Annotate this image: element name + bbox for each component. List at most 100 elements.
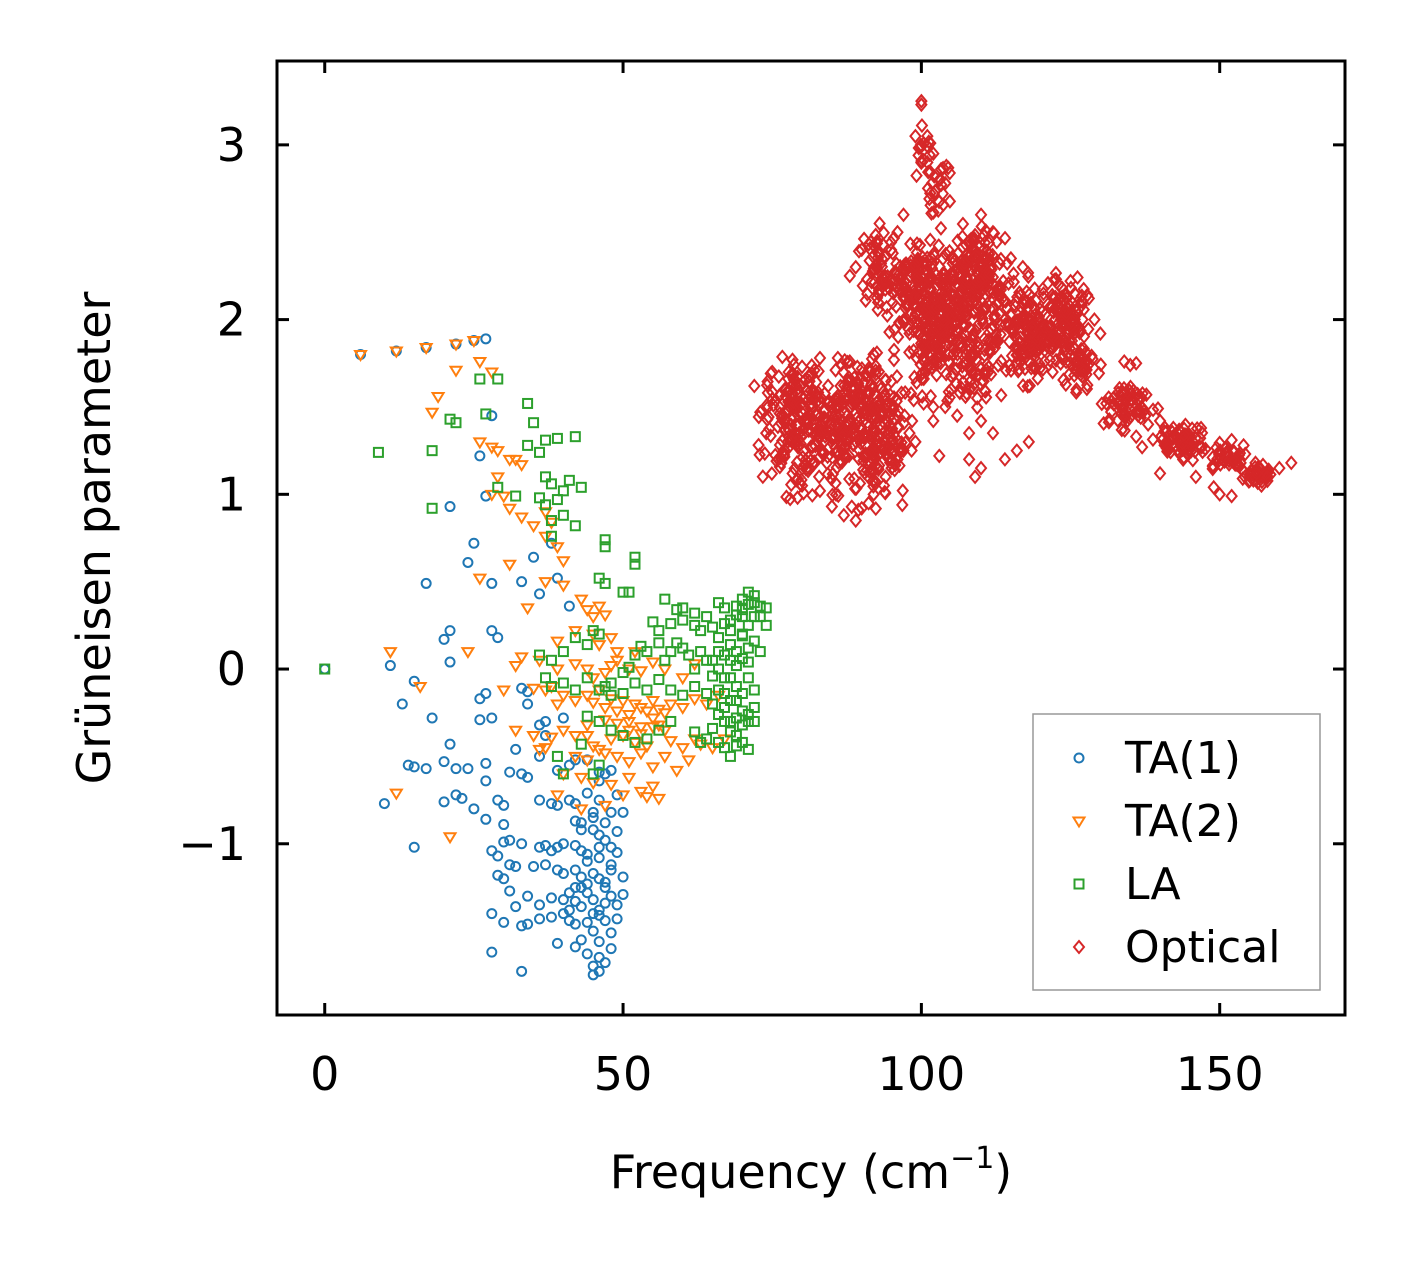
ta-1-point [420,763,432,775]
optical-point [943,389,956,405]
la-point [718,672,730,684]
optical-point [877,383,890,399]
x-tick-label: 0 [310,1047,339,1101]
optical-point [964,348,977,364]
optical-point [1206,458,1220,475]
la-point [713,597,725,609]
ta-1-point [420,577,432,589]
optical-point [945,308,958,324]
x-axis-label-close: ) [994,1145,1012,1199]
ta-2-point [609,718,625,731]
ta-2-point [621,757,637,770]
optical-point [1041,275,1055,291]
optical-point [911,323,924,339]
ta-1-point [480,775,492,787]
optical-point [1081,321,1095,337]
optical-point [909,434,922,450]
optical-point [910,168,923,184]
optical-point [1242,473,1256,490]
ta-1-point [569,881,581,893]
optical-point [998,230,1012,246]
ta-2-point [389,788,404,801]
optical-point [803,373,816,389]
la-point [444,413,456,425]
optical-point [831,350,845,366]
optical-point [892,282,906,298]
x-axis-label: Frequency (cm−1) [610,1141,1013,1199]
la-point [587,625,599,637]
optical-point [878,372,892,388]
optical-point [1001,315,1015,331]
ta-2-point [627,647,643,659]
optical-point [1094,326,1107,342]
la-point [718,715,730,727]
ta-1-point [510,901,522,913]
la-point [724,672,736,684]
optical-point [897,443,910,459]
ta-1-point [480,333,492,345]
optical-point [1111,385,1125,401]
ta-1-point [378,798,390,810]
ta-1-point [563,904,575,916]
ta-2-point [568,730,583,743]
optical-point [990,297,1004,313]
la-point [677,614,689,626]
ta-1-point [474,693,486,705]
optical-point [1056,320,1070,336]
ta-1-point [510,860,522,872]
legend-entry: TA(2) [1071,796,1241,847]
ta-2-point [568,659,583,672]
optical-point [907,392,920,408]
ta-1-point [605,864,617,876]
ta-1-point [587,812,599,824]
optical-point [765,466,779,482]
optical-point [1146,402,1160,418]
ta-2-point [591,640,607,653]
optical-point [852,243,866,259]
la-point [545,654,557,666]
optical-point [958,271,972,287]
optical-point [837,364,850,380]
optical-point [891,224,904,240]
ta-1-point [575,824,587,836]
ta-2-point [585,673,601,686]
ta-1-point [587,925,599,937]
ta-1-point [581,855,593,867]
optical-point [903,344,916,360]
optical-point [867,402,881,418]
ta-1-point [617,888,629,900]
optical-point [978,235,992,251]
optical-point [1115,422,1129,438]
optical-point [1195,425,1209,441]
la-point [730,681,742,693]
ta-2-point [657,725,673,738]
ta-1-point [599,897,611,909]
ta-2-point [526,683,541,696]
ta-1-point [408,761,420,773]
optical-point [777,447,791,463]
la-point [730,694,742,706]
ta-2-point [693,739,708,752]
optical-point [975,306,989,322]
optical-point [865,274,878,290]
optical-point [787,394,800,411]
optical-point [915,388,929,405]
la-point [659,654,671,666]
optical-point [1102,390,1115,406]
optical-point [920,138,934,154]
la-point [426,502,438,514]
optical-point [969,248,983,264]
ta-1-point [581,916,593,928]
optical-point [794,404,808,420]
ta-1-point [539,840,551,852]
optical-point [1058,343,1071,359]
optical-point [760,397,774,413]
ta-1-point [581,787,593,799]
series-ta-1 [319,333,629,981]
ta-2-point [615,790,631,803]
la-point [707,621,719,633]
ta-2-point [448,365,464,378]
ta-2-point [574,772,589,785]
la-point [617,688,629,700]
optical-point [1025,319,1039,336]
